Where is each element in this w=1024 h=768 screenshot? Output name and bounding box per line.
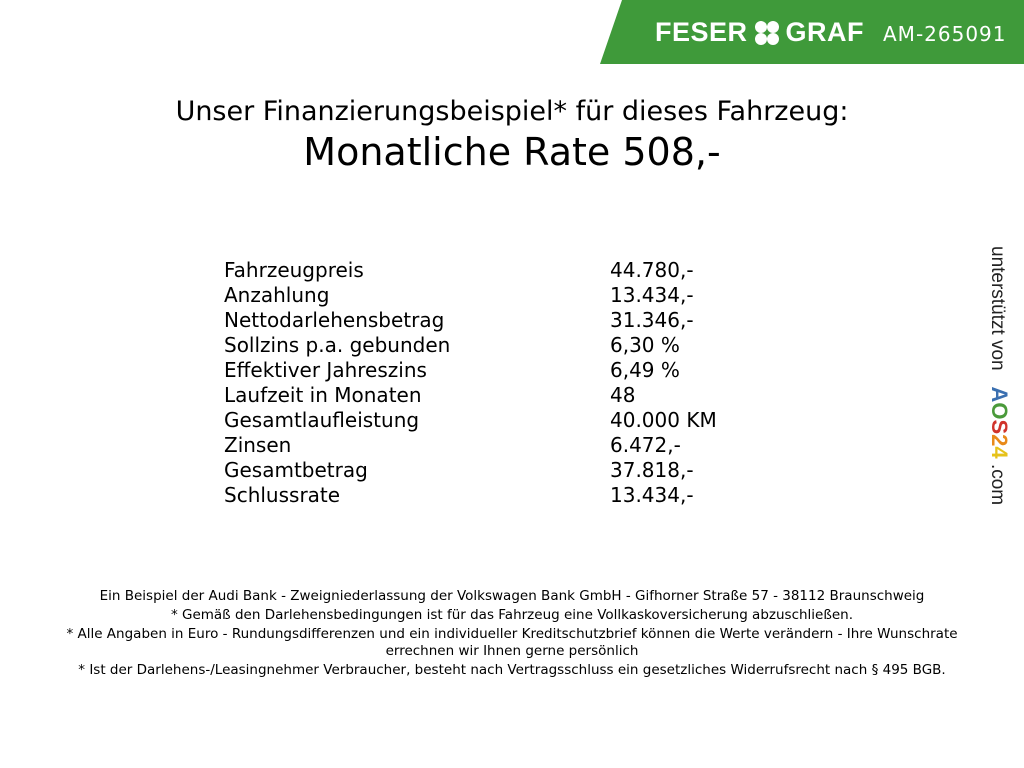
supported-by-text: unterstützt von — [987, 246, 1008, 371]
table-row: Sollzins p.a. gebunden 6,30 % — [224, 333, 717, 358]
footer-disclaimer: Ein Beispiel der Audi Bank - Zweignieder… — [50, 588, 974, 681]
aos24-letter: A — [987, 386, 1012, 403]
aos24-letter: 4 — [987, 446, 1012, 459]
footer-line: * Alle Angaben in Euro - Rundungsdiffere… — [66, 626, 958, 659]
aos24-letter: O — [987, 402, 1012, 420]
feser-graf-logo: FESER GRAF — [655, 17, 864, 48]
table-row: Gesamtlaufleistung 40.000 KM — [224, 408, 717, 433]
table-row: Anzahlung 13.434,- — [224, 283, 717, 308]
clover-icon — [754, 20, 780, 46]
row-label: Anzahlung — [224, 283, 330, 307]
row-label: Sollzins p.a. gebunden — [224, 333, 451, 357]
row-label: Gesamtbetrag — [224, 458, 368, 482]
aos24-letter: S — [987, 419, 1012, 435]
table-row: Schlussrate 13.434,- — [224, 483, 717, 508]
row-value: 13.434,- — [610, 283, 694, 307]
listing-code: AM-265091 — [883, 22, 1007, 46]
brand-right: GRAF — [785, 17, 865, 47]
row-value: 48 — [610, 383, 636, 407]
footer-line: * Gemäß den Darlehensbedingungen ist für… — [170, 607, 854, 623]
table-row: Zinsen 6.472,- — [224, 433, 717, 458]
header-banner — [600, 0, 1024, 64]
supported-by: unterstützt von AOS24 .com — [986, 246, 1012, 505]
row-label: Schlussrate — [224, 483, 341, 507]
row-label: Fahrzeugpreis — [224, 258, 364, 282]
row-label: Zinsen — [224, 433, 292, 457]
footer-line: * Ist der Darlehens-/Leasingnehmer Verbr… — [78, 662, 946, 678]
monthly-rate: Monatliche Rate 508,- — [303, 130, 721, 174]
aos24-suffix: .com — [987, 463, 1008, 506]
financing-heading: Unser Finanzierungsbeispiel* für dieses … — [175, 96, 849, 127]
footer-line: Ein Beispiel der Audi Bank - Zweignieder… — [99, 588, 925, 604]
row-label: Nettodarlehensbetrag — [224, 308, 445, 332]
row-label: Effektiver Jahreszins — [224, 358, 427, 382]
brand-left: FESER — [655, 17, 748, 47]
row-value: 44.780,- — [610, 258, 694, 282]
row-label: Gesamtlaufleistung — [224, 408, 420, 432]
aos24-logo: AOS24 — [987, 386, 1012, 458]
table-row: Nettodarlehensbetrag 31.346,- — [224, 308, 717, 333]
row-value: 13.434,- — [610, 483, 694, 507]
row-value: 6.472,- — [610, 433, 681, 457]
table-row: Laufzeit in Monaten 48 — [224, 383, 717, 408]
row-value: 37.818,- — [610, 458, 694, 482]
aos24-letter: 2 — [987, 434, 1012, 447]
row-label: Laufzeit in Monaten — [224, 383, 422, 407]
row-value: 40.000 KM — [610, 408, 717, 432]
table-row: Fahrzeugpreis 44.780,- — [224, 258, 717, 283]
financing-table: Fahrzeugpreis 44.780,- Anzahlung 13.434,- Ne… — [224, 258, 717, 508]
table-row: Gesamtbetrag 37.818,- — [224, 458, 717, 483]
row-value: 6,49 % — [610, 358, 680, 382]
table-row: Effektiver Jahreszins 6,49 % — [224, 358, 717, 383]
row-value: 6,30 % — [610, 333, 680, 357]
row-value: 31.346,- — [610, 308, 694, 332]
